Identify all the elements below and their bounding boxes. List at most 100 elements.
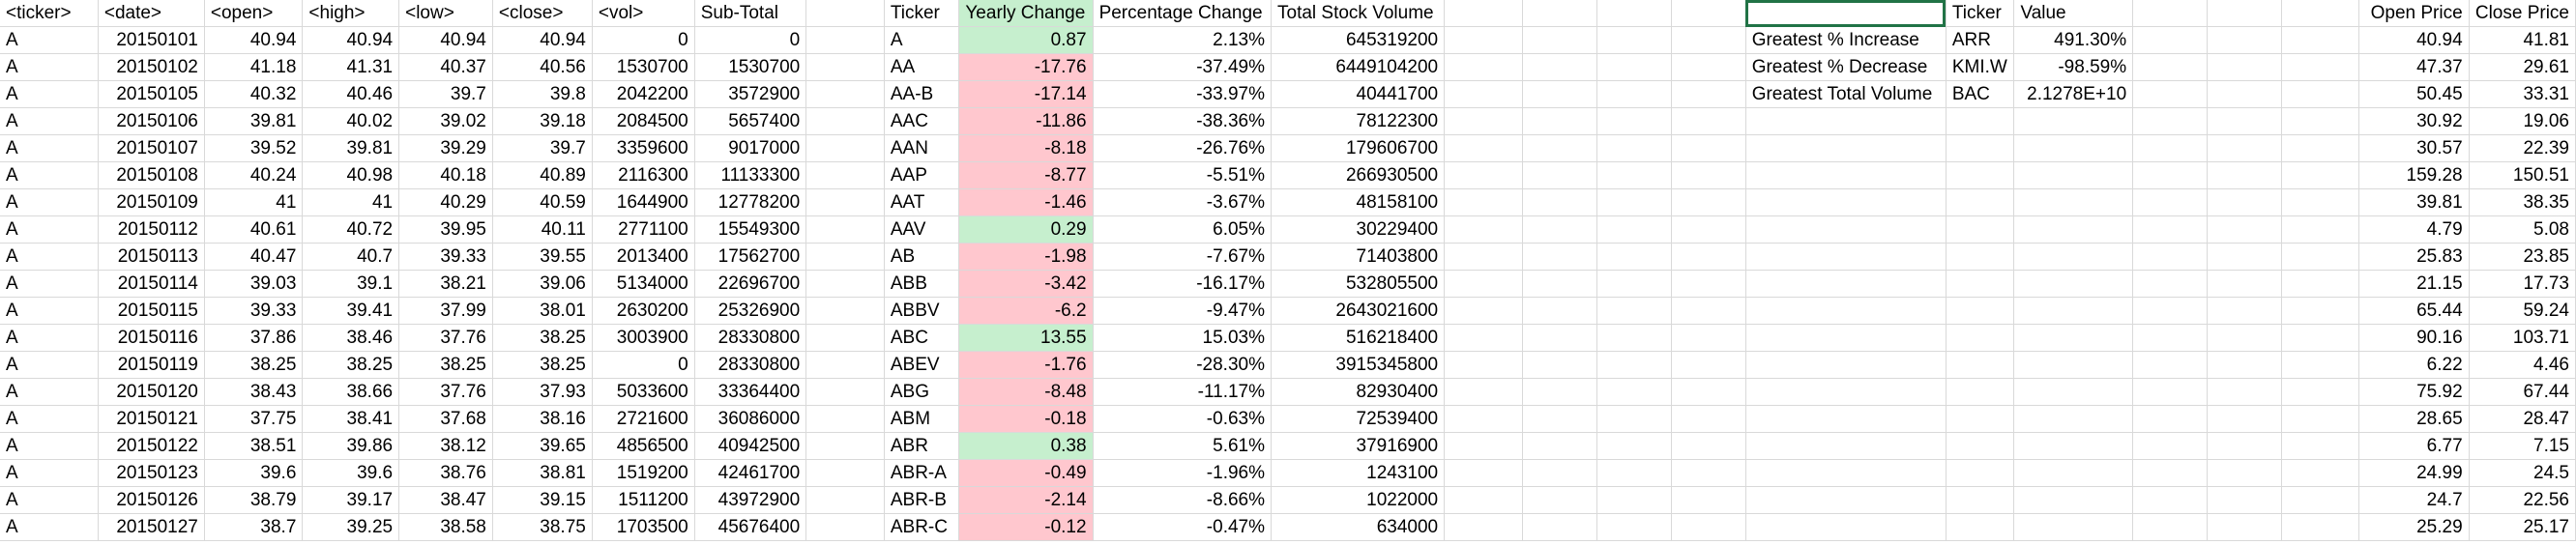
value-cell[interactable]: 3003900: [592, 324, 695, 352]
summary-ticker-cell[interactable]: A: [884, 26, 960, 54]
cell[interactable]: [2281, 297, 2359, 325]
summary-ticker-cell[interactable]: ABBV: [884, 297, 960, 325]
yearly-change-cell[interactable]: -8.48: [958, 378, 1094, 406]
close-price-cell[interactable]: 59.24: [2469, 297, 2576, 325]
value-cell[interactable]: 40.89: [492, 161, 593, 189]
cell[interactable]: [1522, 432, 1597, 460]
cell[interactable]: [2132, 161, 2209, 189]
cell[interactable]: [2207, 432, 2283, 460]
ticker-cell[interactable]: A: [0, 243, 99, 271]
cell[interactable]: [1671, 405, 1746, 433]
cell[interactable]: [2013, 243, 2134, 271]
cell[interactable]: [2013, 134, 2134, 162]
value-cell[interactable]: 38.01: [492, 297, 593, 325]
cell[interactable]: [805, 513, 885, 541]
cell[interactable]: [1671, 270, 1746, 298]
open-price-cell[interactable]: 24.99: [2358, 459, 2470, 487]
cell[interactable]: [805, 486, 885, 514]
summary-ticker-cell[interactable]: ABB: [884, 270, 960, 298]
summary-ticker-cell[interactable]: AA-B: [884, 80, 960, 108]
cell[interactable]: [2207, 161, 2283, 189]
value-cell[interactable]: 40.56: [492, 53, 593, 81]
value-cell[interactable]: 38.75: [492, 513, 593, 541]
value-cell[interactable]: 39.17: [302, 486, 400, 514]
value-cell[interactable]: 5134000: [592, 270, 695, 298]
cell[interactable]: [2207, 134, 2283, 162]
close-price-cell[interactable]: 103.71: [2469, 324, 2576, 352]
cell[interactable]: [2281, 53, 2359, 81]
yearly-change-cell[interactable]: -17.14: [958, 80, 1094, 108]
cell[interactable]: [1596, 432, 1672, 460]
cell[interactable]: [2207, 324, 2283, 352]
cell[interactable]: [1946, 351, 2015, 379]
column-header[interactable]: <low>: [398, 0, 493, 27]
cell[interactable]: [2281, 513, 2359, 541]
percentage-change-cell[interactable]: -16.17%: [1093, 270, 1273, 298]
cell[interactable]: [805, 351, 885, 379]
cell[interactable]: [2132, 188, 2209, 216]
total-volume-cell[interactable]: 72539400: [1271, 405, 1446, 433]
cell[interactable]: [805, 107, 885, 135]
cell[interactable]: [1745, 405, 1947, 433]
value-cell[interactable]: 2013400: [592, 243, 695, 271]
value-cell[interactable]: 20150101: [98, 26, 205, 54]
cell[interactable]: [2013, 378, 2134, 406]
cell[interactable]: [2281, 378, 2359, 406]
cell[interactable]: [805, 134, 885, 162]
open-price-cell[interactable]: 40.94: [2358, 26, 2470, 54]
open-price-cell[interactable]: 6.77: [2358, 432, 2470, 460]
value-cell[interactable]: 39.41: [302, 297, 400, 325]
cell[interactable]: [1596, 243, 1672, 271]
cell[interactable]: [1671, 378, 1746, 406]
cell[interactable]: [1671, 324, 1746, 352]
value-cell[interactable]: 40.02: [302, 107, 400, 135]
cell[interactable]: [2013, 459, 2134, 487]
cell[interactable]: [1671, 243, 1746, 271]
total-volume-cell[interactable]: 3915345800: [1271, 351, 1446, 379]
value-cell[interactable]: 20150102: [98, 53, 205, 81]
total-volume-cell[interactable]: 179606700: [1271, 134, 1446, 162]
greatest-label-cell[interactable]: Greatest Total Volume: [1745, 80, 1947, 108]
value-cell[interactable]: 39.55: [492, 243, 593, 271]
cell[interactable]: [2132, 405, 2209, 433]
percentage-change-cell[interactable]: 15.03%: [1093, 324, 1273, 352]
percentage-change-cell[interactable]: -7.67%: [1093, 243, 1273, 271]
cell[interactable]: [2281, 188, 2359, 216]
summary-ticker-cell[interactable]: ABR-C: [884, 513, 960, 541]
cell[interactable]: [1444, 405, 1523, 433]
cell[interactable]: [2207, 297, 2283, 325]
cell[interactable]: [1444, 26, 1523, 54]
ticker-cell[interactable]: A: [0, 188, 99, 216]
close-price-cell[interactable]: 25.17: [2469, 513, 2576, 541]
ticker-cell[interactable]: A: [0, 80, 99, 108]
cell[interactable]: [2132, 324, 2209, 352]
value-cell[interactable]: 20150121: [98, 405, 205, 433]
total-volume-cell[interactable]: 82930400: [1271, 378, 1446, 406]
cell[interactable]: [1946, 134, 2015, 162]
greatest-value-cell[interactable]: -98.59%: [2013, 53, 2134, 81]
cell[interactable]: [1745, 270, 1947, 298]
total-volume-cell[interactable]: 645319200: [1271, 26, 1446, 54]
percentage-change-cell[interactable]: -3.67%: [1093, 188, 1273, 216]
total-volume-cell[interactable]: 30229400: [1271, 215, 1446, 244]
cell[interactable]: [805, 270, 885, 298]
yearly-change-cell[interactable]: -2.14: [958, 486, 1094, 514]
value-cell[interactable]: 38.58: [398, 513, 493, 541]
yearly-change-cell[interactable]: -0.49: [958, 459, 1094, 487]
cell[interactable]: [2281, 324, 2359, 352]
cell[interactable]: [805, 215, 885, 244]
value-cell[interactable]: 37.75: [204, 405, 304, 433]
value-cell[interactable]: 42461700: [694, 459, 807, 487]
summary-ticker-cell[interactable]: ABM: [884, 405, 960, 433]
cell[interactable]: [1596, 134, 1672, 162]
cell[interactable]: [1671, 107, 1746, 135]
cell[interactable]: [1596, 107, 1672, 135]
close-price-cell[interactable]: 17.73: [2469, 270, 2576, 298]
cell[interactable]: [1522, 188, 1597, 216]
value-cell[interactable]: 40.59: [492, 188, 593, 216]
value-cell[interactable]: 40.11: [492, 215, 593, 244]
column-header[interactable]: <high>: [302, 0, 400, 27]
cell[interactable]: [1522, 107, 1597, 135]
summary-ticker-cell[interactable]: ABEV: [884, 351, 960, 379]
cell[interactable]: [1596, 270, 1672, 298]
